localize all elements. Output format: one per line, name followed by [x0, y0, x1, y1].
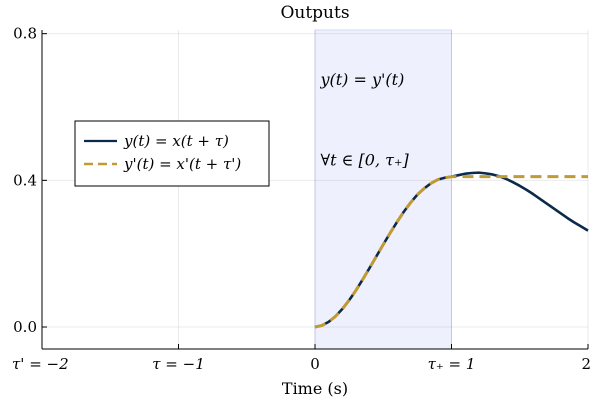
legend-label-series-2: y'(t) = x'(t + τ') [123, 155, 241, 173]
chart-title: Outputs [280, 3, 349, 23]
ticks: τ' = −2 τ = −1 0 τ₊ = 1 2 0.0 0.4 0.8 [12, 25, 591, 373]
x-tick-label: τ' = −2 [12, 355, 69, 373]
y-tick-label: 0.8 [13, 25, 37, 43]
x-tick-label: 2 [581, 355, 591, 373]
annotation-range: ∀t ∈ [0, τ₊] [320, 151, 409, 170]
x-axis-label: Time (s) [282, 379, 348, 398]
x-tick-label: τ₊ = 1 [428, 355, 476, 373]
y-tick-label: 0.4 [13, 171, 37, 189]
legend-box [74, 120, 270, 187]
shaded-region [314, 29, 452, 350]
x-tick-label: τ = −1 [152, 355, 205, 373]
series-line-2 [314, 175, 588, 329]
series-layer [314, 171, 589, 329]
legend: y(t) = x(t + τ) y'(t) = x'(t + τ') [74, 120, 270, 187]
annotation-equality: y(t) = y'(t) [319, 70, 404, 89]
y-tick-label: 0.0 [13, 318, 37, 336]
x-tick-label: 0 [310, 355, 320, 373]
legend-label-series-1: y(t) = x(t + τ) [123, 132, 229, 150]
